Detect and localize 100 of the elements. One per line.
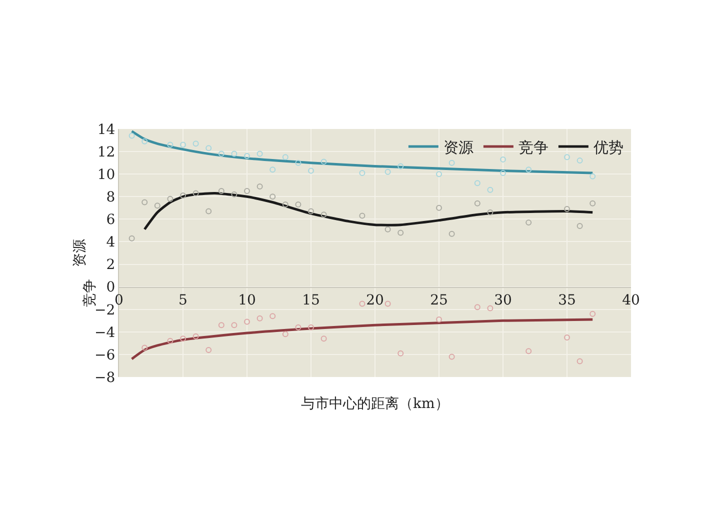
point [206,145,212,152]
point [282,202,288,208]
point [384,168,391,175]
point [359,212,366,219]
point [128,235,135,242]
point [590,200,596,206]
point [206,346,212,353]
point [320,336,327,342]
y-tick-label: 12 [97,144,116,160]
point [436,171,442,178]
x-tick-label: 20 [366,292,384,309]
point [142,344,148,351]
point [295,202,302,208]
point [526,166,532,173]
point [474,304,480,310]
point [564,206,570,212]
point [359,300,366,307]
y-tick-label: 2 [106,257,116,274]
y-tick-label: −8 [94,370,116,386]
point [576,358,583,364]
point [282,154,288,160]
point [154,202,160,209]
point [448,160,455,166]
x-tick-label: 35 [558,292,576,309]
point [192,140,199,147]
point [231,322,238,328]
point [206,208,212,214]
point [590,173,596,180]
point [308,324,314,330]
point [320,212,327,218]
point [500,170,506,176]
x-tick-label: 5 [178,292,188,309]
point [295,160,302,166]
x-tick-label: 25 [430,292,448,309]
point [308,208,314,214]
point [448,230,455,237]
legend-label: 资源 [443,138,474,156]
x-tick-label: 15 [302,292,320,309]
point [500,156,506,162]
point [192,333,199,340]
point [231,150,238,157]
point [167,338,174,344]
point [384,300,391,307]
y-tick-label: 4 [106,234,116,251]
point [487,186,494,193]
y-tick-label: 6 [106,212,116,228]
y-tick-label: −6 [94,347,116,364]
point [384,226,391,232]
legend-label: 竞争 [518,138,548,156]
point [474,180,480,186]
line-series [143,192,594,231]
point [231,191,238,198]
point [590,310,596,317]
point [256,183,263,190]
point [359,170,366,176]
point [436,204,442,211]
point [487,305,494,312]
point [564,334,570,341]
point [282,331,288,338]
point [167,196,174,202]
point [180,336,186,342]
point [244,318,250,325]
point [576,222,583,229]
point [270,194,276,200]
point [167,142,174,148]
y-axis-title: 资源 [72,239,88,267]
point [218,150,224,157]
point [308,168,314,174]
y-tick-label: 0 [106,280,116,296]
x-axis-title: 与市中心的距离（km） [301,396,449,412]
y-tick-label: 14 [97,122,116,138]
point [448,354,455,360]
y-tick-label: 8 [106,190,116,206]
point [270,313,276,320]
point [398,230,404,236]
line-series [130,318,594,360]
point [436,316,442,323]
y-tick-label: −4 [94,324,116,341]
point [256,315,263,322]
point [180,142,186,148]
legend-label: 优势 [593,138,624,156]
point [244,188,250,194]
y-tick-label: 10 [97,166,116,183]
point [142,199,148,206]
point [398,350,404,356]
point [218,322,224,328]
point [256,150,263,157]
point [180,192,186,199]
point [244,153,250,160]
point [487,209,494,216]
x-tick-label: 10 [238,292,256,309]
point [270,166,276,173]
point [398,163,404,170]
point [576,158,583,164]
point [564,154,570,160]
point [128,132,135,139]
point [526,220,532,226]
x-tick-label: 30 [494,292,512,309]
point [142,138,148,144]
point [218,188,224,194]
